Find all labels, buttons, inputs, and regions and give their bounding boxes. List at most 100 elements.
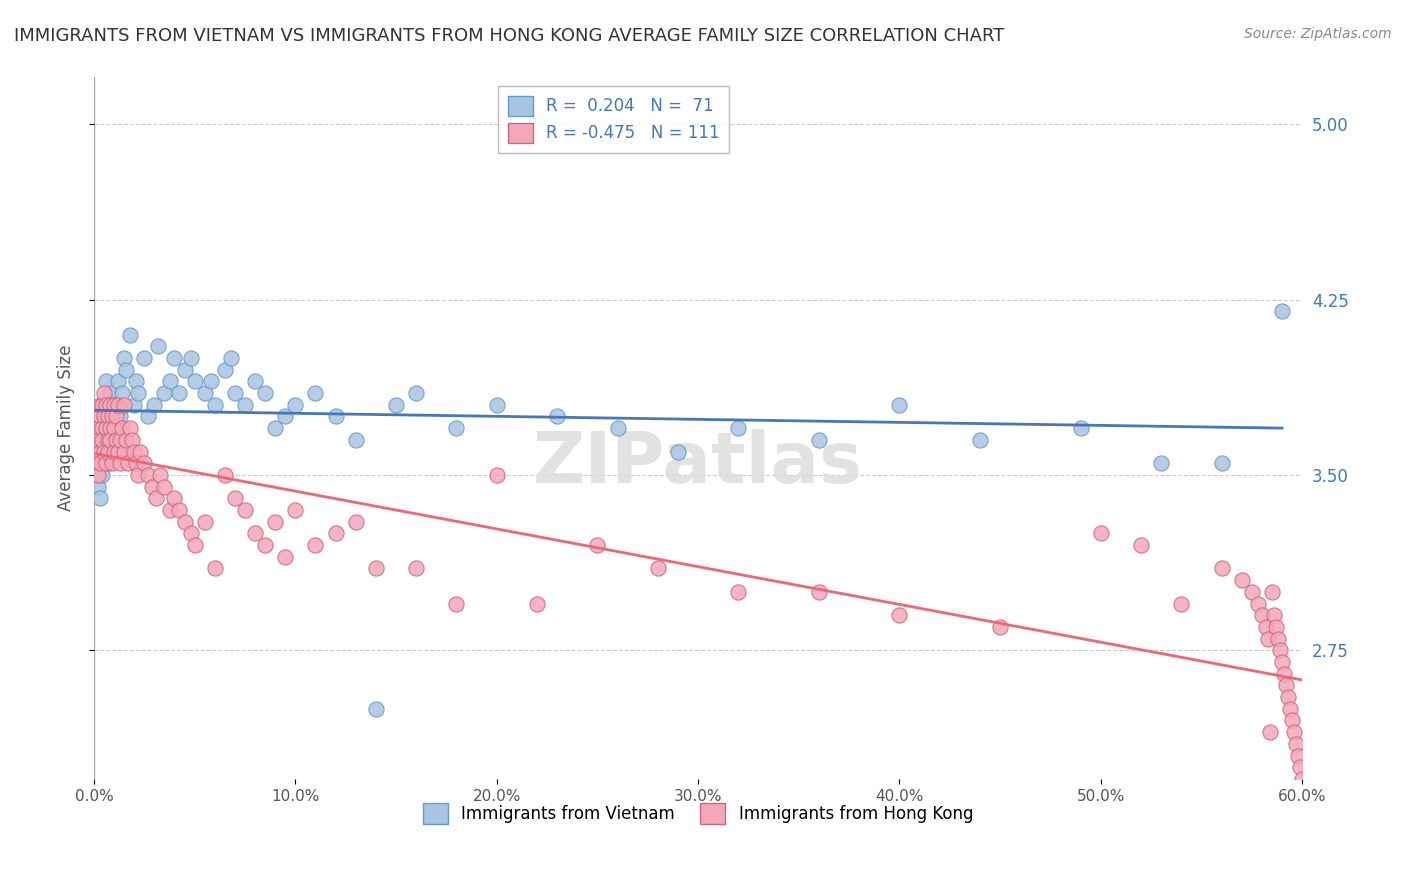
Point — [1211, 561, 1233, 575]
Point — [97, 421, 120, 435]
Point — [1230, 573, 1253, 587]
Point — [200, 375, 222, 389]
Point — [183, 538, 205, 552]
Point — [1263, 608, 1285, 623]
Point — [284, 503, 307, 517]
Point — [91, 433, 114, 447]
Point — [103, 398, 125, 412]
Point — [134, 456, 156, 470]
Point — [120, 327, 142, 342]
Point — [94, 421, 117, 435]
Point — [344, 515, 367, 529]
Point — [1272, 666, 1295, 681]
Point — [586, 538, 609, 552]
Point — [1247, 597, 1270, 611]
Point — [1291, 772, 1313, 786]
Point — [111, 386, 134, 401]
Point — [224, 491, 246, 506]
Point — [214, 362, 236, 376]
Point — [243, 526, 266, 541]
Point — [87, 421, 110, 435]
Point — [98, 433, 121, 447]
Point — [94, 398, 117, 412]
Point — [264, 515, 287, 529]
Point — [103, 444, 125, 458]
Point — [1150, 456, 1173, 470]
Point — [115, 362, 138, 376]
Point — [153, 480, 176, 494]
Point — [325, 409, 347, 424]
Point — [1294, 783, 1316, 797]
Point — [112, 398, 135, 412]
Point — [112, 351, 135, 365]
Point — [807, 433, 830, 447]
Point — [87, 421, 110, 435]
Point — [364, 702, 387, 716]
Point — [1265, 620, 1288, 634]
Point — [1286, 748, 1309, 763]
Point — [89, 491, 111, 506]
Point — [988, 620, 1011, 634]
Point — [94, 375, 117, 389]
Point — [183, 375, 205, 389]
Point — [89, 456, 111, 470]
Point — [107, 398, 129, 412]
Point — [153, 386, 176, 401]
Point — [173, 515, 195, 529]
Point — [89, 444, 111, 458]
Point — [254, 538, 277, 552]
Point — [1271, 304, 1294, 318]
Point — [385, 398, 408, 412]
Point — [89, 398, 111, 412]
Point — [107, 375, 129, 389]
Point — [1285, 737, 1308, 751]
Point — [84, 444, 107, 458]
Point — [112, 444, 135, 458]
Point — [117, 456, 139, 470]
Point — [304, 538, 326, 552]
Point — [889, 608, 911, 623]
Point — [122, 398, 145, 412]
Point — [274, 409, 297, 424]
Point — [148, 339, 170, 353]
Point — [129, 444, 152, 458]
Point — [159, 375, 181, 389]
Point — [115, 433, 138, 447]
Point — [364, 561, 387, 575]
Point — [243, 375, 266, 389]
Point — [108, 433, 131, 447]
Point — [1279, 702, 1302, 716]
Point — [1282, 725, 1305, 739]
Point — [264, 421, 287, 435]
Point — [98, 398, 121, 412]
Point — [1271, 655, 1294, 669]
Point — [1170, 597, 1192, 611]
Point — [94, 433, 117, 447]
Point — [105, 433, 128, 447]
Legend: Immigrants from Vietnam, Immigrants from Hong Kong: Immigrants from Vietnam, Immigrants from… — [413, 793, 983, 834]
Point — [94, 456, 117, 470]
Point — [1257, 632, 1279, 646]
Point — [136, 409, 159, 424]
Point — [254, 386, 277, 401]
Text: Source: ZipAtlas.com: Source: ZipAtlas.com — [1244, 27, 1392, 41]
Point — [485, 467, 508, 482]
Point — [97, 409, 120, 424]
Point — [98, 386, 121, 401]
Point — [105, 421, 128, 435]
Point — [1251, 608, 1274, 623]
Point — [214, 467, 236, 482]
Point — [807, 585, 830, 599]
Point — [125, 456, 148, 470]
Point — [666, 444, 689, 458]
Point — [180, 526, 202, 541]
Point — [546, 409, 568, 424]
Point — [446, 421, 468, 435]
Point — [91, 398, 114, 412]
Point — [121, 433, 143, 447]
Point — [127, 386, 149, 401]
Point — [89, 433, 111, 447]
Point — [1267, 632, 1289, 646]
Point — [145, 491, 167, 506]
Point — [84, 444, 107, 458]
